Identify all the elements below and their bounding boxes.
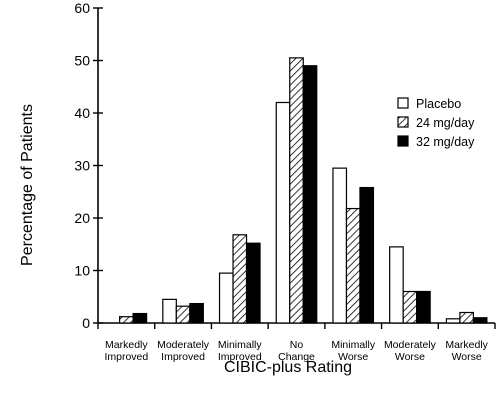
bar-32-mg-day: [189, 302, 204, 324]
bar-32-mg-day: [132, 312, 148, 324]
y-tick-label: 10: [74, 263, 90, 279]
y-tick-label: 60: [74, 0, 90, 16]
legend-swatch: [397, 97, 409, 109]
bar-24-mg-day: [345, 207, 361, 324]
y-tick-label: 0: [82, 315, 90, 331]
bar-placebo: [275, 101, 291, 324]
labels: Markedly Improved Moderately Improved Minima…: [104, 339, 488, 363]
bar-24-mg-day: [402, 290, 418, 324]
x-category-label: Moderately Improved: [157, 339, 210, 363]
x-axis-title: CIBIC-plus Rating: [224, 359, 352, 376]
bar-32-mg-day: [472, 317, 488, 324]
bar-placebo: [218, 272, 234, 324]
x-category-label: Markedly Improved: [104, 339, 148, 363]
bar-24-mg-day: [459, 311, 474, 324]
legend-label: 24 mg/day: [416, 116, 475, 130]
legend-label: Placebo: [416, 97, 461, 111]
legend-swatch: [397, 116, 409, 128]
bar-32-mg-day: [359, 186, 375, 324]
y-tick-label: 50: [74, 53, 90, 69]
bars: [119, 57, 488, 324]
bar-32-mg-day: [245, 242, 261, 324]
bar-24-mg-day: [175, 305, 191, 324]
bar-32-mg-day: [302, 65, 318, 324]
x-category-label: No Change: [278, 339, 315, 363]
x-category-label: Markedly Worse: [445, 339, 488, 363]
bar-24-mg-day: [119, 316, 134, 324]
x-category-label: Moderately Worse: [384, 339, 437, 363]
bar-32-mg-day: [416, 290, 431, 324]
y-axis-title: Percentage of Patients: [19, 104, 36, 266]
bar-24-mg-day: [232, 234, 248, 324]
legend-label: 32 mg/day: [416, 135, 475, 149]
y-tick-label: 30: [74, 158, 90, 174]
x-category-label: Minimally Worse: [331, 339, 376, 363]
legend-swatch: [397, 135, 409, 147]
x-category-label: Minimally Improved: [218, 339, 263, 363]
legend: Placebo 24 mg/day 32 mg/day: [397, 97, 475, 149]
y-tick-label: 20: [74, 210, 90, 226]
bar-placebo: [162, 298, 177, 324]
bar-placebo: [332, 167, 348, 324]
bar-placebo: [389, 246, 404, 324]
bar-placebo: [445, 318, 461, 324]
y-tick-label: 40: [74, 105, 90, 121]
bar-24-mg-day: [289, 57, 304, 324]
